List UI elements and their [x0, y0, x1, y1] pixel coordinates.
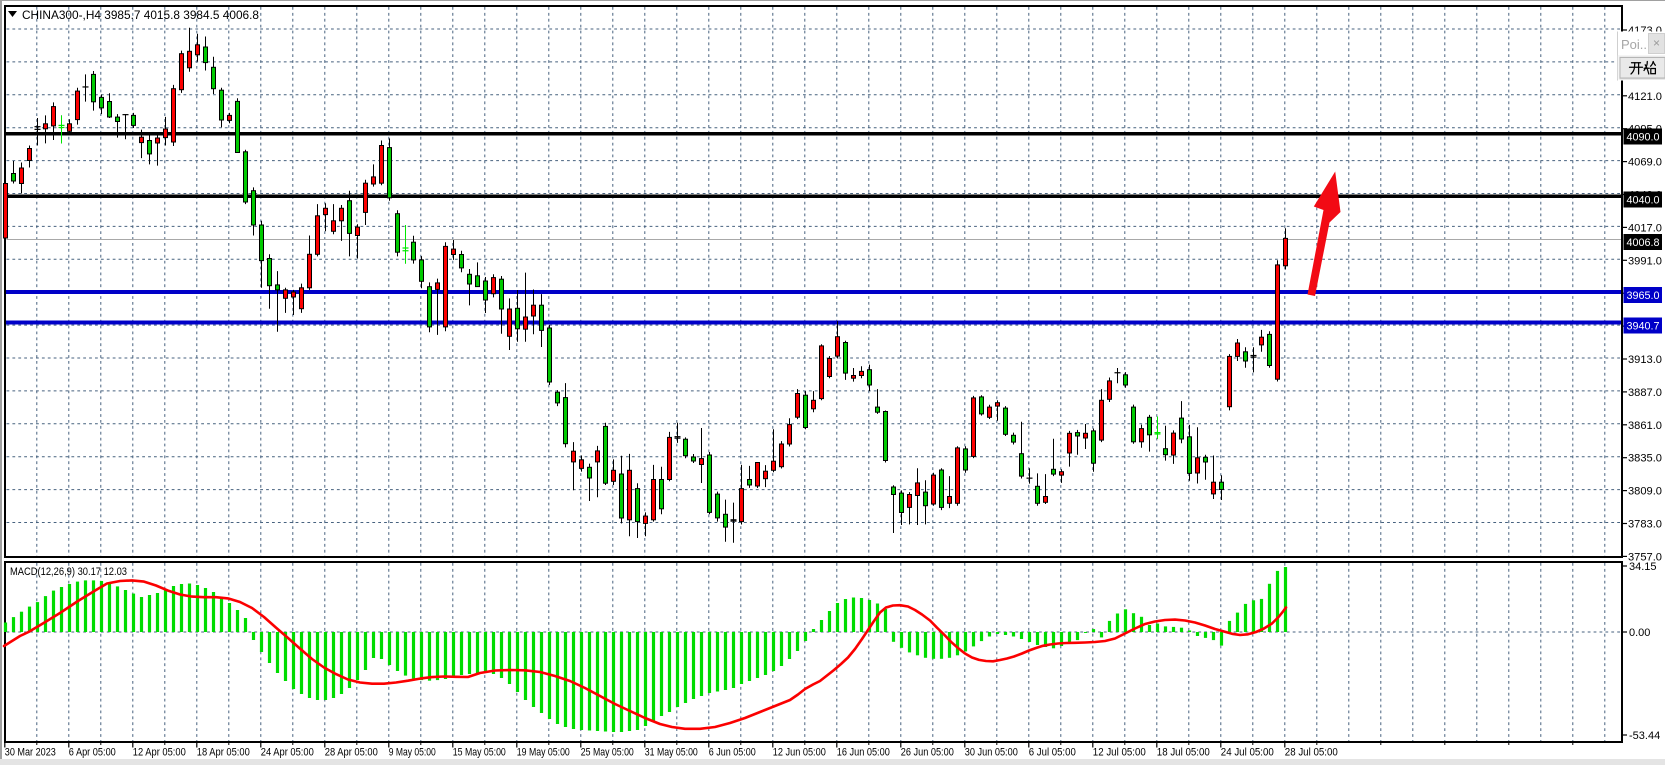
svg-text:4069.0: 4069.0 [1628, 157, 1662, 169]
svg-text:3835.0: 3835.0 [1628, 453, 1662, 465]
svg-text:4006.8: 4006.8 [1627, 237, 1660, 249]
svg-text:3940.7: 3940.7 [1627, 321, 1660, 333]
svg-text:31 May 05:00: 31 May 05:00 [645, 747, 698, 759]
svg-text:4121.0: 4121.0 [1628, 91, 1662, 103]
svg-text:9 May 05:00: 9 May 05:00 [389, 747, 436, 759]
svg-text:12 Jul 05:00: 12 Jul 05:00 [1093, 747, 1146, 759]
svg-text:0.00: 0.00 [1629, 627, 1650, 639]
svg-text:4040.0: 4040.0 [1627, 195, 1660, 207]
svg-text:MACD(12,26,9) 30.17 12.03: MACD(12,26,9) 30.17 12.03 [10, 566, 127, 578]
svg-text:18 Jul 05:00: 18 Jul 05:00 [1157, 747, 1210, 759]
svg-text:3887.0: 3887.0 [1628, 387, 1662, 399]
svg-text:28 Apr 05:00: 28 Apr 05:00 [325, 747, 378, 759]
svg-text:3783.0: 3783.0 [1628, 519, 1662, 531]
svg-text:4017.0: 4017.0 [1628, 222, 1662, 234]
svg-text:24 Apr 05:00: 24 Apr 05:00 [261, 747, 314, 759]
svg-text:4090.0: 4090.0 [1627, 132, 1660, 144]
svg-text:34.15: 34.15 [1629, 561, 1657, 573]
svg-text:19 May 05:00: 19 May 05:00 [517, 747, 570, 759]
svg-text:12 Apr 05:00: 12 Apr 05:00 [133, 747, 186, 759]
svg-text:24 Jul 05:00: 24 Jul 05:00 [1221, 747, 1274, 759]
svg-text:28 Jul 05:00: 28 Jul 05:00 [1285, 747, 1338, 759]
svg-text:26 Jun 05:00: 26 Jun 05:00 [901, 747, 954, 759]
svg-text:3809.0: 3809.0 [1628, 486, 1662, 498]
svg-text:16 Jun 05:00: 16 Jun 05:00 [837, 747, 890, 759]
svg-text:3965.0: 3965.0 [1627, 290, 1660, 302]
svg-text:3757.0: 3757.0 [1628, 551, 1662, 563]
svg-text:3991.0: 3991.0 [1628, 255, 1662, 267]
svg-text:Poi...: Poi... [1621, 37, 1651, 52]
svg-text:30 Jun 05:00: 30 Jun 05:00 [965, 747, 1018, 759]
svg-text:6 Apr 05:00: 6 Apr 05:00 [69, 747, 116, 759]
svg-text:25 May 05:00: 25 May 05:00 [581, 747, 634, 759]
svg-text:6 Jul 05:00: 6 Jul 05:00 [1029, 747, 1076, 759]
svg-text:12 Jun 05:00: 12 Jun 05:00 [773, 747, 826, 759]
svg-text:×: × [1653, 36, 1660, 50]
svg-text:-53.44: -53.44 [1629, 730, 1660, 742]
svg-text:CHINA300-,H4 3985.7 4015.8 39: CHINA300-,H4 3985.7 4015.8 3984.5 4006.8 [22, 8, 259, 22]
svg-text:3913.0: 3913.0 [1628, 354, 1662, 366]
svg-text:15 May 05:00: 15 May 05:00 [453, 747, 506, 759]
svg-text:6 Jun 05:00: 6 Jun 05:00 [709, 747, 756, 759]
svg-text:18 Apr 05:00: 18 Apr 05:00 [197, 747, 250, 759]
svg-text:30 Mar 2023: 30 Mar 2023 [5, 747, 56, 759]
svg-text:3861.0: 3861.0 [1628, 420, 1662, 432]
